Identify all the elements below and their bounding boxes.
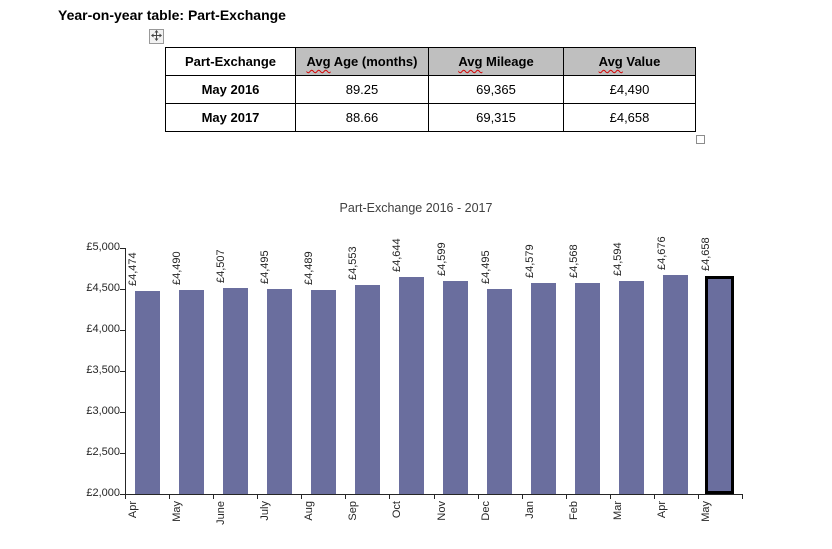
table-header-row: Part-Exchange Avg Age (months) Avg Milea… bbox=[165, 47, 696, 76]
bar[interactable] bbox=[311, 290, 336, 494]
x-axis-tick bbox=[742, 494, 743, 499]
x-axis-label: Oct bbox=[391, 501, 403, 519]
x-axis-tick bbox=[522, 494, 523, 499]
table-cell[interactable]: 69,315 bbox=[428, 103, 564, 132]
move-icon bbox=[151, 28, 162, 46]
y-axis-tick bbox=[120, 371, 125, 372]
table-cell[interactable]: £4,490 bbox=[563, 75, 696, 104]
bar[interactable] bbox=[619, 281, 644, 494]
y-axis-tick bbox=[120, 289, 125, 290]
x-axis-tick bbox=[169, 494, 170, 499]
bar-value-label: £4,676 bbox=[656, 236, 668, 270]
bar-value-label: £4,599 bbox=[436, 242, 448, 276]
bar[interactable] bbox=[267, 289, 292, 494]
y-axis-label: £2,000 bbox=[86, 487, 120, 499]
table-row-may-2017: May 2017 88.66 69,315 £4,658 bbox=[165, 103, 696, 132]
col-header-avg-mileage[interactable]: Avg Mileage bbox=[428, 47, 564, 76]
table-cell[interactable]: £4,658 bbox=[563, 103, 696, 132]
x-axis-label: July bbox=[259, 501, 271, 521]
row-label[interactable]: May 2017 bbox=[165, 103, 296, 132]
bar[interactable] bbox=[531, 283, 556, 494]
bar-value-label: £4,495 bbox=[259, 250, 271, 284]
bar-value-label: £4,507 bbox=[215, 249, 227, 283]
bar-value-label: £4,594 bbox=[612, 242, 624, 276]
x-axis-tick bbox=[257, 494, 258, 499]
x-axis-label: Apr bbox=[656, 501, 668, 519]
bar[interactable] bbox=[135, 291, 160, 494]
x-axis-tick bbox=[566, 494, 567, 499]
x-axis-label: June bbox=[215, 501, 227, 525]
x-axis-tick bbox=[213, 494, 214, 499]
bar-value-label: £4,489 bbox=[303, 251, 315, 285]
bar[interactable] bbox=[223, 288, 248, 494]
bar[interactable] bbox=[663, 275, 688, 494]
x-axis-label: Dec bbox=[480, 501, 492, 521]
x-axis-label: Mar bbox=[612, 501, 624, 520]
bar-value-label: £4,568 bbox=[568, 244, 580, 278]
y-axis-tick bbox=[120, 412, 125, 413]
y-axis-label: £4,000 bbox=[86, 323, 120, 335]
bar[interactable] bbox=[575, 283, 600, 494]
bar[interactable] bbox=[355, 285, 380, 494]
x-axis-tick bbox=[654, 494, 655, 499]
part-exchange-chart[interactable]: Part-Exchange 2016 - 2017 £5,000 £4,500 £4… bbox=[0, 195, 832, 549]
row-label[interactable]: May 2016 bbox=[165, 75, 296, 104]
y-axis-label: £3,500 bbox=[86, 364, 120, 376]
bar[interactable] bbox=[443, 281, 468, 494]
y-axis-label: £2,500 bbox=[86, 446, 120, 458]
y-axis-tick bbox=[120, 248, 125, 249]
bar[interactable] bbox=[179, 290, 204, 494]
table-cell[interactable]: 88.66 bbox=[295, 103, 429, 132]
table-row-may-2016: May 2016 89.25 69,365 £4,490 bbox=[165, 75, 696, 104]
y-axis-label: £4,500 bbox=[86, 282, 120, 294]
page-title: Year-on-year table: Part-Exchange bbox=[58, 7, 286, 23]
x-axis-label: Apr bbox=[127, 501, 139, 519]
x-axis-tick bbox=[301, 494, 302, 499]
bar[interactable] bbox=[399, 277, 424, 494]
bar[interactable] bbox=[487, 289, 512, 494]
bar-value-label: £4,495 bbox=[480, 250, 492, 284]
y-axis-tick bbox=[120, 453, 125, 454]
col-header-avg-value[interactable]: Avg Value bbox=[563, 47, 696, 76]
x-axis-tick bbox=[345, 494, 346, 499]
table-resize-handle[interactable] bbox=[696, 135, 705, 144]
table-cell[interactable]: 69,365 bbox=[428, 75, 564, 104]
table-cell[interactable]: 89.25 bbox=[295, 75, 429, 104]
table-move-handle[interactable] bbox=[149, 29, 164, 44]
y-axis-line bbox=[125, 248, 126, 495]
bar-value-label: £4,658 bbox=[700, 237, 712, 271]
x-axis-label: Sep bbox=[347, 501, 359, 521]
x-axis-tick bbox=[478, 494, 479, 499]
bar-highlighted[interactable] bbox=[705, 276, 734, 494]
bar-value-label: £4,644 bbox=[391, 238, 403, 272]
part-exchange-table: Part-Exchange Avg Age (months) Avg Milea… bbox=[165, 47, 696, 132]
x-axis-label: Aug bbox=[303, 501, 315, 521]
bar-value-label: £4,490 bbox=[171, 251, 183, 285]
y-axis-tick bbox=[120, 330, 125, 331]
x-axis-tick bbox=[698, 494, 699, 499]
bar-value-label: £4,579 bbox=[524, 244, 536, 278]
bar-value-label: £4,474 bbox=[127, 252, 139, 286]
x-axis-line bbox=[120, 494, 743, 495]
x-axis-tick bbox=[389, 494, 390, 499]
col-header-part-exchange[interactable]: Part-Exchange bbox=[165, 47, 296, 76]
x-axis-label: May bbox=[171, 501, 183, 522]
x-axis-label: Feb bbox=[568, 501, 580, 520]
x-axis-tick bbox=[434, 494, 435, 499]
x-axis-label: Jan bbox=[524, 501, 536, 519]
col-header-avg-age[interactable]: Avg Age (months) bbox=[295, 47, 429, 76]
x-axis-label: Nov bbox=[436, 501, 448, 521]
x-axis-tick bbox=[125, 494, 126, 499]
y-axis-label: £3,000 bbox=[86, 405, 120, 417]
chart-title: Part-Exchange 2016 - 2017 bbox=[339, 201, 493, 215]
x-axis-label: May bbox=[700, 501, 712, 522]
y-axis-label: £5,000 bbox=[86, 241, 120, 253]
bar-value-label: £4,553 bbox=[347, 246, 359, 280]
x-axis-tick bbox=[610, 494, 611, 499]
y-axis-tick bbox=[120, 494, 125, 495]
